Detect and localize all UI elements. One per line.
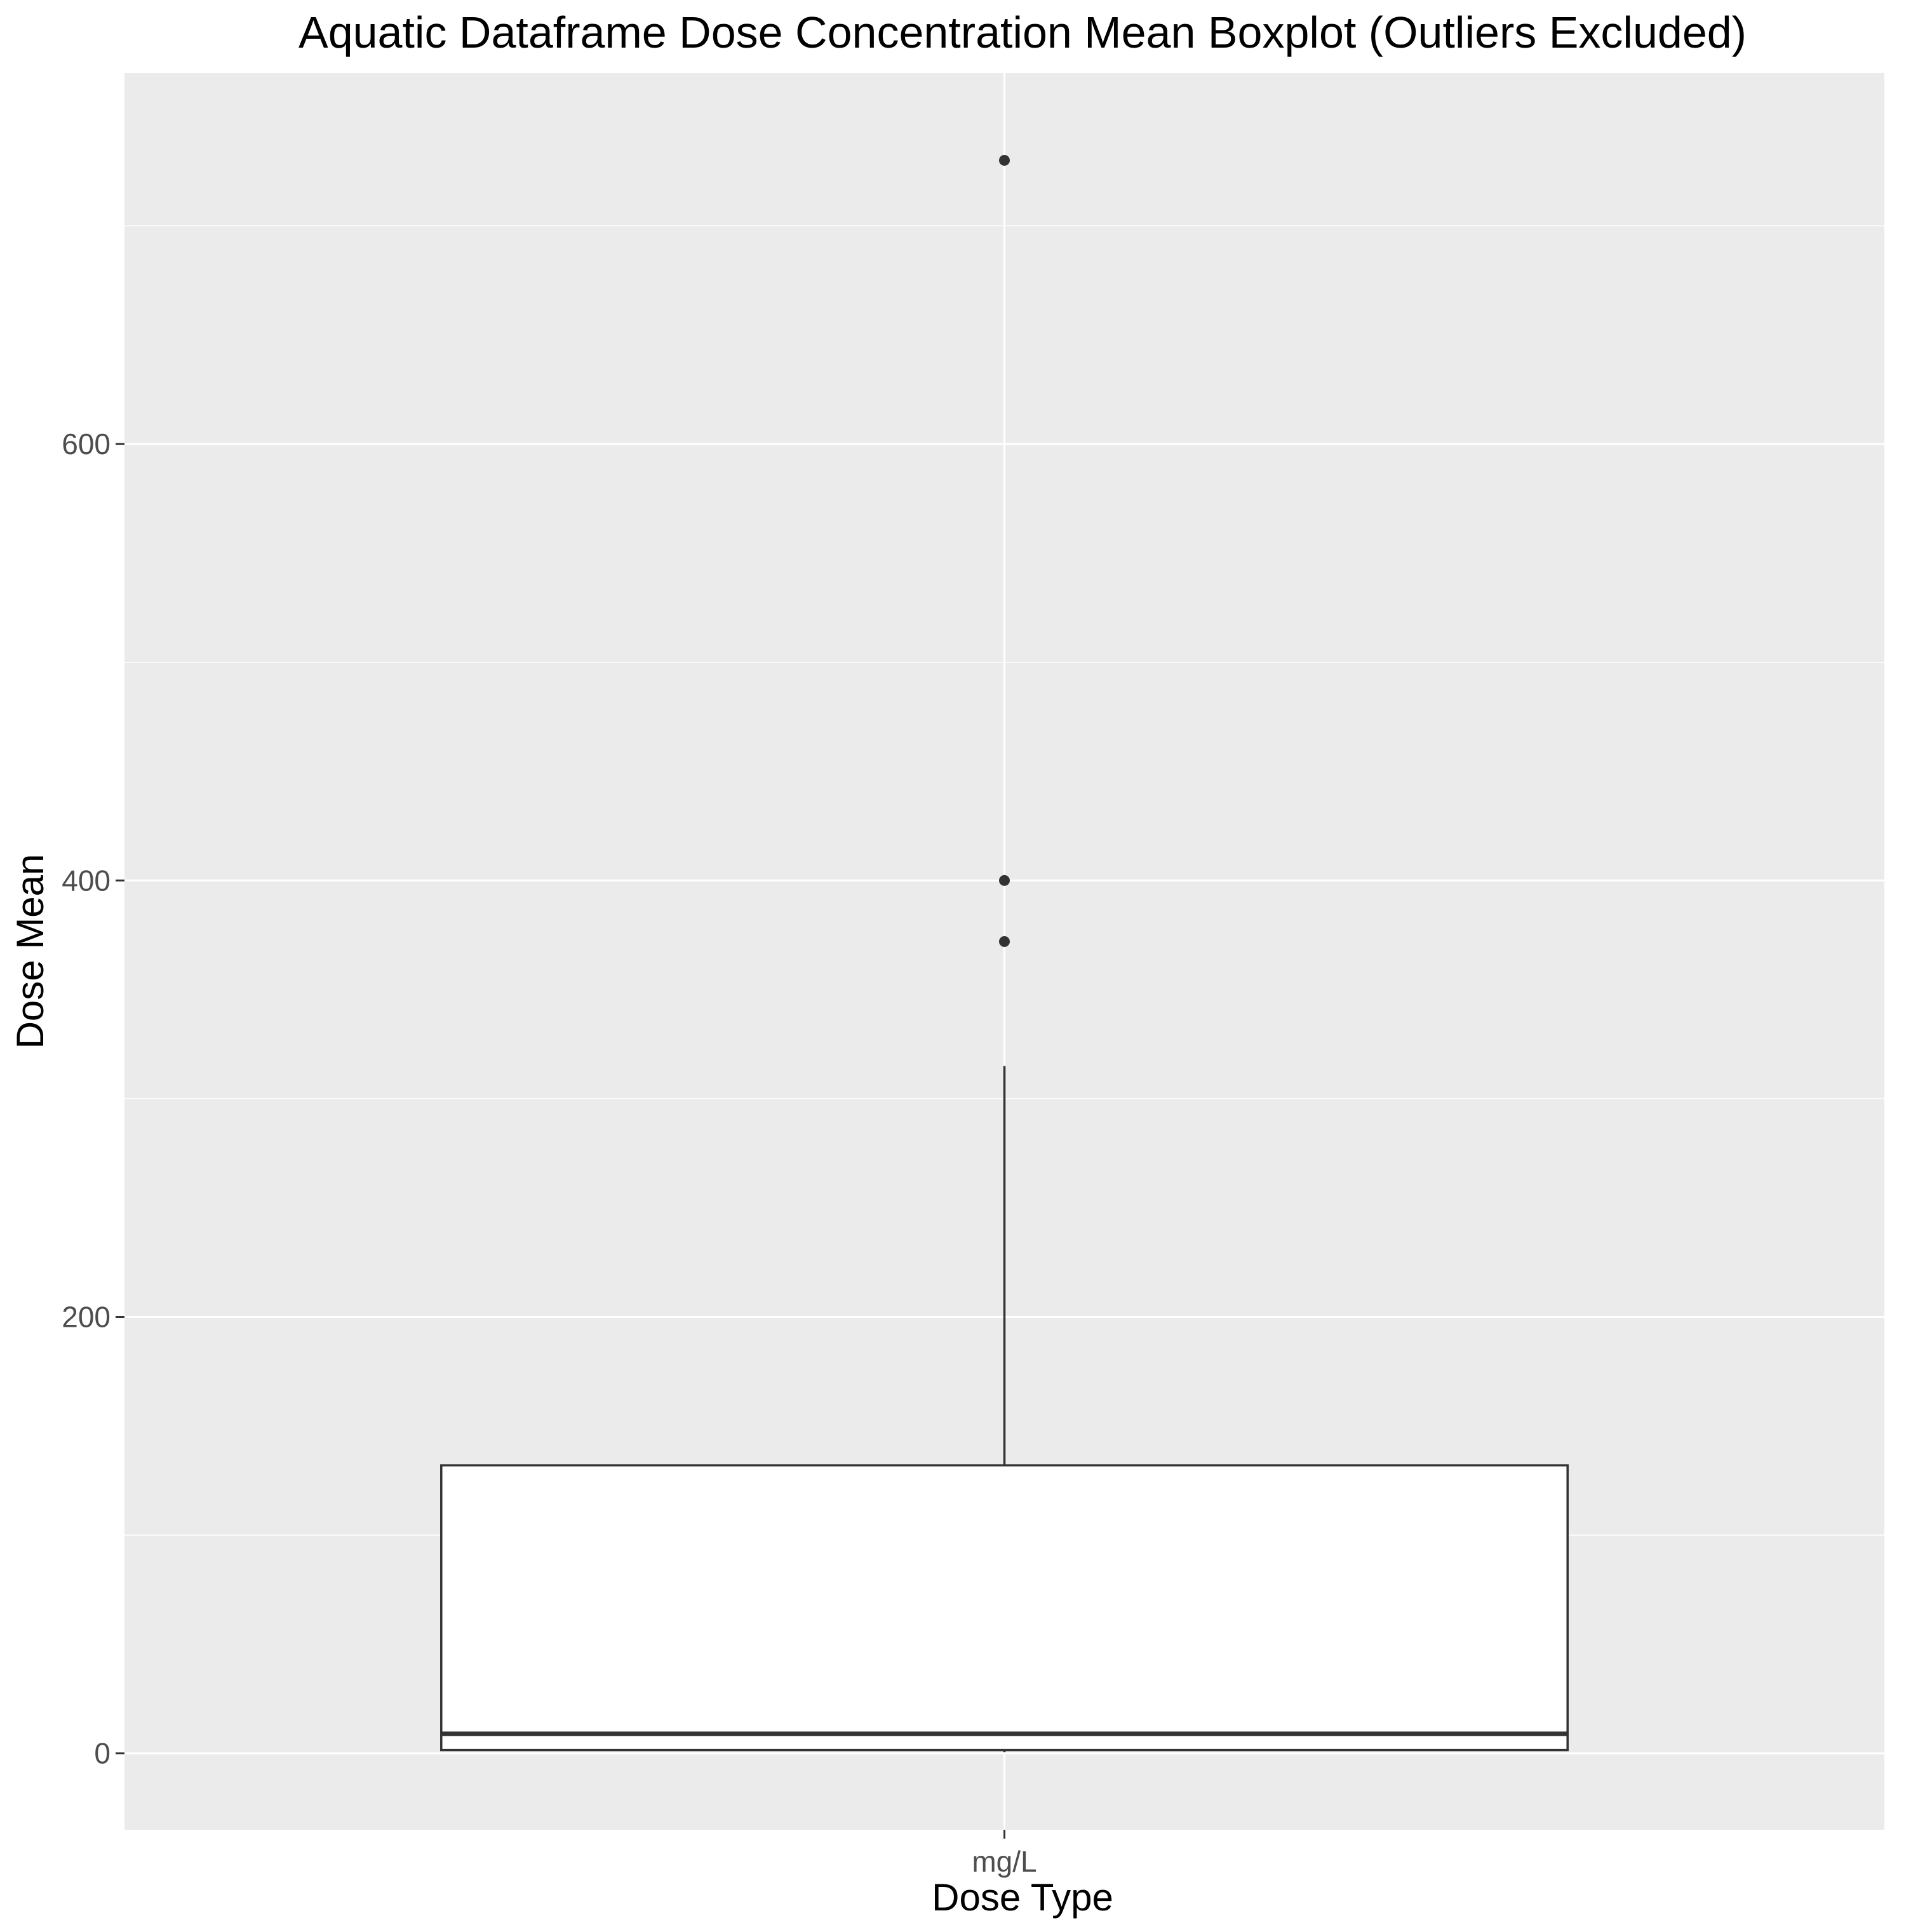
outlier-point: [999, 936, 1010, 948]
y-tick-label: 400: [62, 864, 111, 897]
x-axis-title: Dose Type: [932, 1876, 1113, 1919]
axes: 0 200 400 600 mg/L: [62, 427, 1036, 1878]
x-tick-label: mg/L: [972, 1845, 1036, 1878]
y-tick-label: 0: [94, 1737, 111, 1770]
box-iqr: [440, 1464, 1569, 1752]
y-tick-label: 600: [62, 427, 111, 460]
chart-title: Aquatic Dataframe Dose Concentration Mea…: [299, 8, 1747, 57]
y-tick-label: 200: [62, 1301, 111, 1334]
outlier-point: [999, 875, 1010, 886]
box-layer: [440, 154, 1569, 1753]
y-axis-title: Dose Mean: [9, 854, 51, 1049]
outlier-point: [999, 154, 1010, 166]
